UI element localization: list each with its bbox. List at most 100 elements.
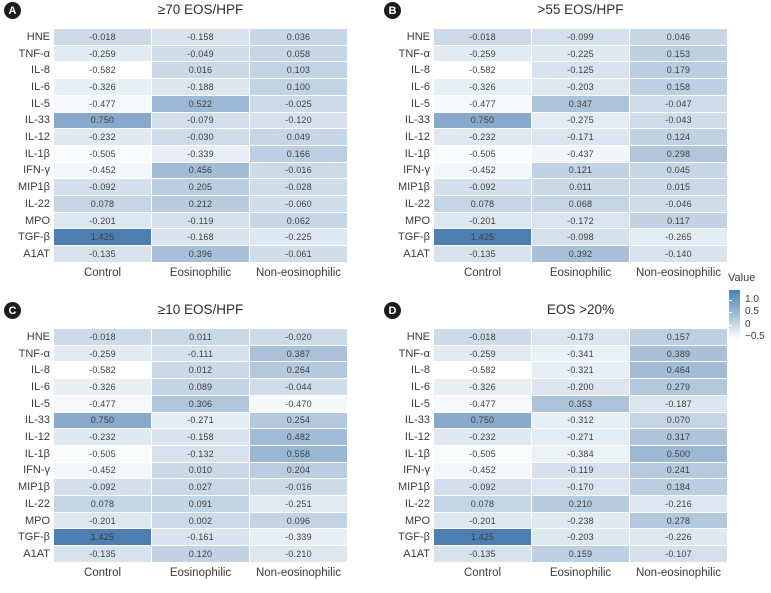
- heatmap-cell: -0.232: [54, 129, 151, 145]
- row-label: A1AT: [403, 247, 430, 260]
- panel-title-A: ≥70 EOS/HPF: [157, 2, 244, 17]
- heatmap-cell: 0.011: [532, 179, 629, 196]
- heatmap-cell: -0.047: [630, 95, 727, 112]
- row-label: IL-33: [404, 414, 430, 427]
- column-label: Control: [83, 267, 122, 279]
- legend-tick-label: 1.0: [745, 294, 759, 305]
- row-label: A1AT: [23, 247, 50, 260]
- heatmap-cell: 0.058: [250, 45, 347, 62]
- heatmap-cell: -0.477: [434, 95, 531, 112]
- column-label: Non-eosinophilic: [635, 567, 722, 579]
- heatmap-cell: -0.135: [54, 546, 151, 562]
- heatmap-cell: 0.750: [434, 112, 531, 129]
- heatmap-cell: -0.061: [250, 246, 347, 262]
- heatmap-cell: 0.750: [54, 112, 151, 129]
- heatmap-cell: 0.264: [250, 362, 347, 379]
- row-labels: HNE TNF-α IL-8 IL-6 IL-5 IL-33 IL-12 IL-1β IFN-γ…: [0, 329, 50, 562]
- row-label: IL-22: [404, 497, 430, 510]
- column-label: Control: [463, 267, 502, 279]
- heatmap-cell: -0.271: [532, 429, 629, 445]
- heatmap-cell: 0.464: [630, 362, 727, 379]
- row-label: IL-22: [24, 197, 50, 210]
- heatmap-cell: 0.306: [152, 395, 249, 412]
- row-label: TNF-α: [18, 347, 50, 360]
- heatmap-cell: -0.135: [434, 246, 531, 262]
- heatmap-cell: 0.117: [630, 212, 727, 229]
- heatmap-cell: 0.045: [630, 162, 727, 179]
- panel-D: D EOS >20% HNE TNF-α IL-8 IL-6 IL-5 IL-33 IL-12 I…: [380, 300, 756, 593]
- heatmap-cell: -0.582: [54, 362, 151, 379]
- heatmap-cell: -0.452: [54, 162, 151, 179]
- heatmap-cell: -0.020: [250, 329, 347, 345]
- heatmap-cell: 0.049: [250, 129, 347, 145]
- heatmap-cell: -0.030: [152, 129, 249, 145]
- heatmap-cell: -0.140: [630, 246, 727, 262]
- row-label: IL-8: [411, 364, 430, 377]
- heatmap-cell: 0.089: [152, 379, 249, 395]
- heatmap-cell: -0.232: [54, 429, 151, 445]
- row-label: HNE: [406, 30, 430, 43]
- heatmap-cell: 0.558: [250, 445, 347, 462]
- heatmap-cell: -0.321: [532, 362, 629, 379]
- heatmap-cell: -0.092: [434, 479, 531, 496]
- heatmap-cell: 0.317: [630, 429, 727, 445]
- heatmap-cell: -0.125: [532, 62, 629, 79]
- heatmap-cell: -0.092: [54, 479, 151, 496]
- heatmap-grid: -0.018 -0.158 0.036 -0.259 -0.049 0.058 -0.582…: [54, 29, 347, 262]
- row-label: IL-8: [31, 364, 50, 377]
- heatmap-grid: -0.018 -0.099 0.046 -0.259 -0.225 0.153 -0.582…: [434, 29, 727, 262]
- heatmap-cell: 0.096: [250, 512, 347, 529]
- heatmap-cell: -0.232: [434, 129, 531, 145]
- panel-label-C: C: [4, 302, 21, 319]
- column-labels: Control Eosinophilic Non-eosinophilic: [434, 267, 727, 279]
- heatmap-cell: 0.015: [630, 179, 727, 196]
- heatmap-cell: -0.018: [434, 29, 531, 45]
- heatmap-grid: -0.018 -0.173 0.157 -0.259 -0.341 0.389 -0.582…: [434, 329, 727, 562]
- heatmap-cell: 0.278: [630, 512, 727, 529]
- heatmap-cell: -0.505: [434, 445, 531, 462]
- heatmap-cell: -0.477: [434, 395, 531, 412]
- panel-A: A ≥70 EOS/HPF HNE TNF-α IL-8 IL-6 IL-5 IL-33 IL-…: [0, 0, 376, 296]
- heatmap-cell: -0.477: [54, 95, 151, 112]
- heatmap-cell: -0.452: [54, 462, 151, 479]
- heatmap-cell: 0.070: [630, 412, 727, 429]
- heatmap-cell: -0.092: [54, 179, 151, 196]
- heatmap-cell: 0.078: [54, 496, 151, 512]
- heatmap-cell: 0.078: [434, 196, 531, 212]
- heatmap-cell: 0.482: [250, 429, 347, 445]
- heatmap-cell: 0.124: [630, 129, 727, 145]
- column-label: Non-eosinophilic: [255, 567, 342, 579]
- heatmap-cell: -0.079: [152, 112, 249, 129]
- heatmap-cell: 0.103: [250, 62, 347, 79]
- heatmap-cell: 0.456: [152, 162, 249, 179]
- heatmap-cell: -0.200: [532, 379, 629, 395]
- row-label: IL-5: [411, 97, 430, 110]
- heatmap-cell: -0.107: [630, 546, 727, 562]
- heatmap-cell: 0.392: [532, 246, 629, 262]
- row-label: IFN-γ: [403, 464, 430, 477]
- heatmap-cell: 0.254: [250, 412, 347, 429]
- row-label: IL-5: [31, 97, 50, 110]
- heatmap-cell: -0.098: [532, 229, 629, 246]
- heatmap-cell: 0.012: [152, 362, 249, 379]
- panel-title-B: >55 EOS/HPF: [537, 2, 624, 17]
- column-label: Control: [463, 567, 502, 579]
- column-label: Eosinophilic: [549, 567, 612, 579]
- row-label: IL-8: [31, 64, 50, 77]
- heatmap-cell: -0.188: [152, 79, 249, 95]
- heatmap-cell: -0.187: [630, 395, 727, 412]
- heatmap-cell: 0.184: [630, 479, 727, 496]
- heatmap-cell: -0.275: [532, 112, 629, 129]
- heatmap-cell: -0.477: [54, 395, 151, 412]
- heatmap-cell: 0.279: [630, 379, 727, 395]
- heatmap-cell: -0.018: [434, 329, 531, 345]
- row-label: IL-33: [24, 114, 50, 127]
- column-labels: Control Eosinophilic Non-eosinophilic: [54, 267, 347, 279]
- heatmap-cell: -0.135: [434, 546, 531, 562]
- heatmap-cell: -0.201: [54, 512, 151, 529]
- heatmap-cell: -0.339: [152, 145, 249, 162]
- heatmap-cell: -0.251: [250, 496, 347, 512]
- heatmap-cell: -0.582: [54, 62, 151, 79]
- row-label: IL-6: [31, 380, 50, 393]
- row-label: IL-5: [31, 397, 50, 410]
